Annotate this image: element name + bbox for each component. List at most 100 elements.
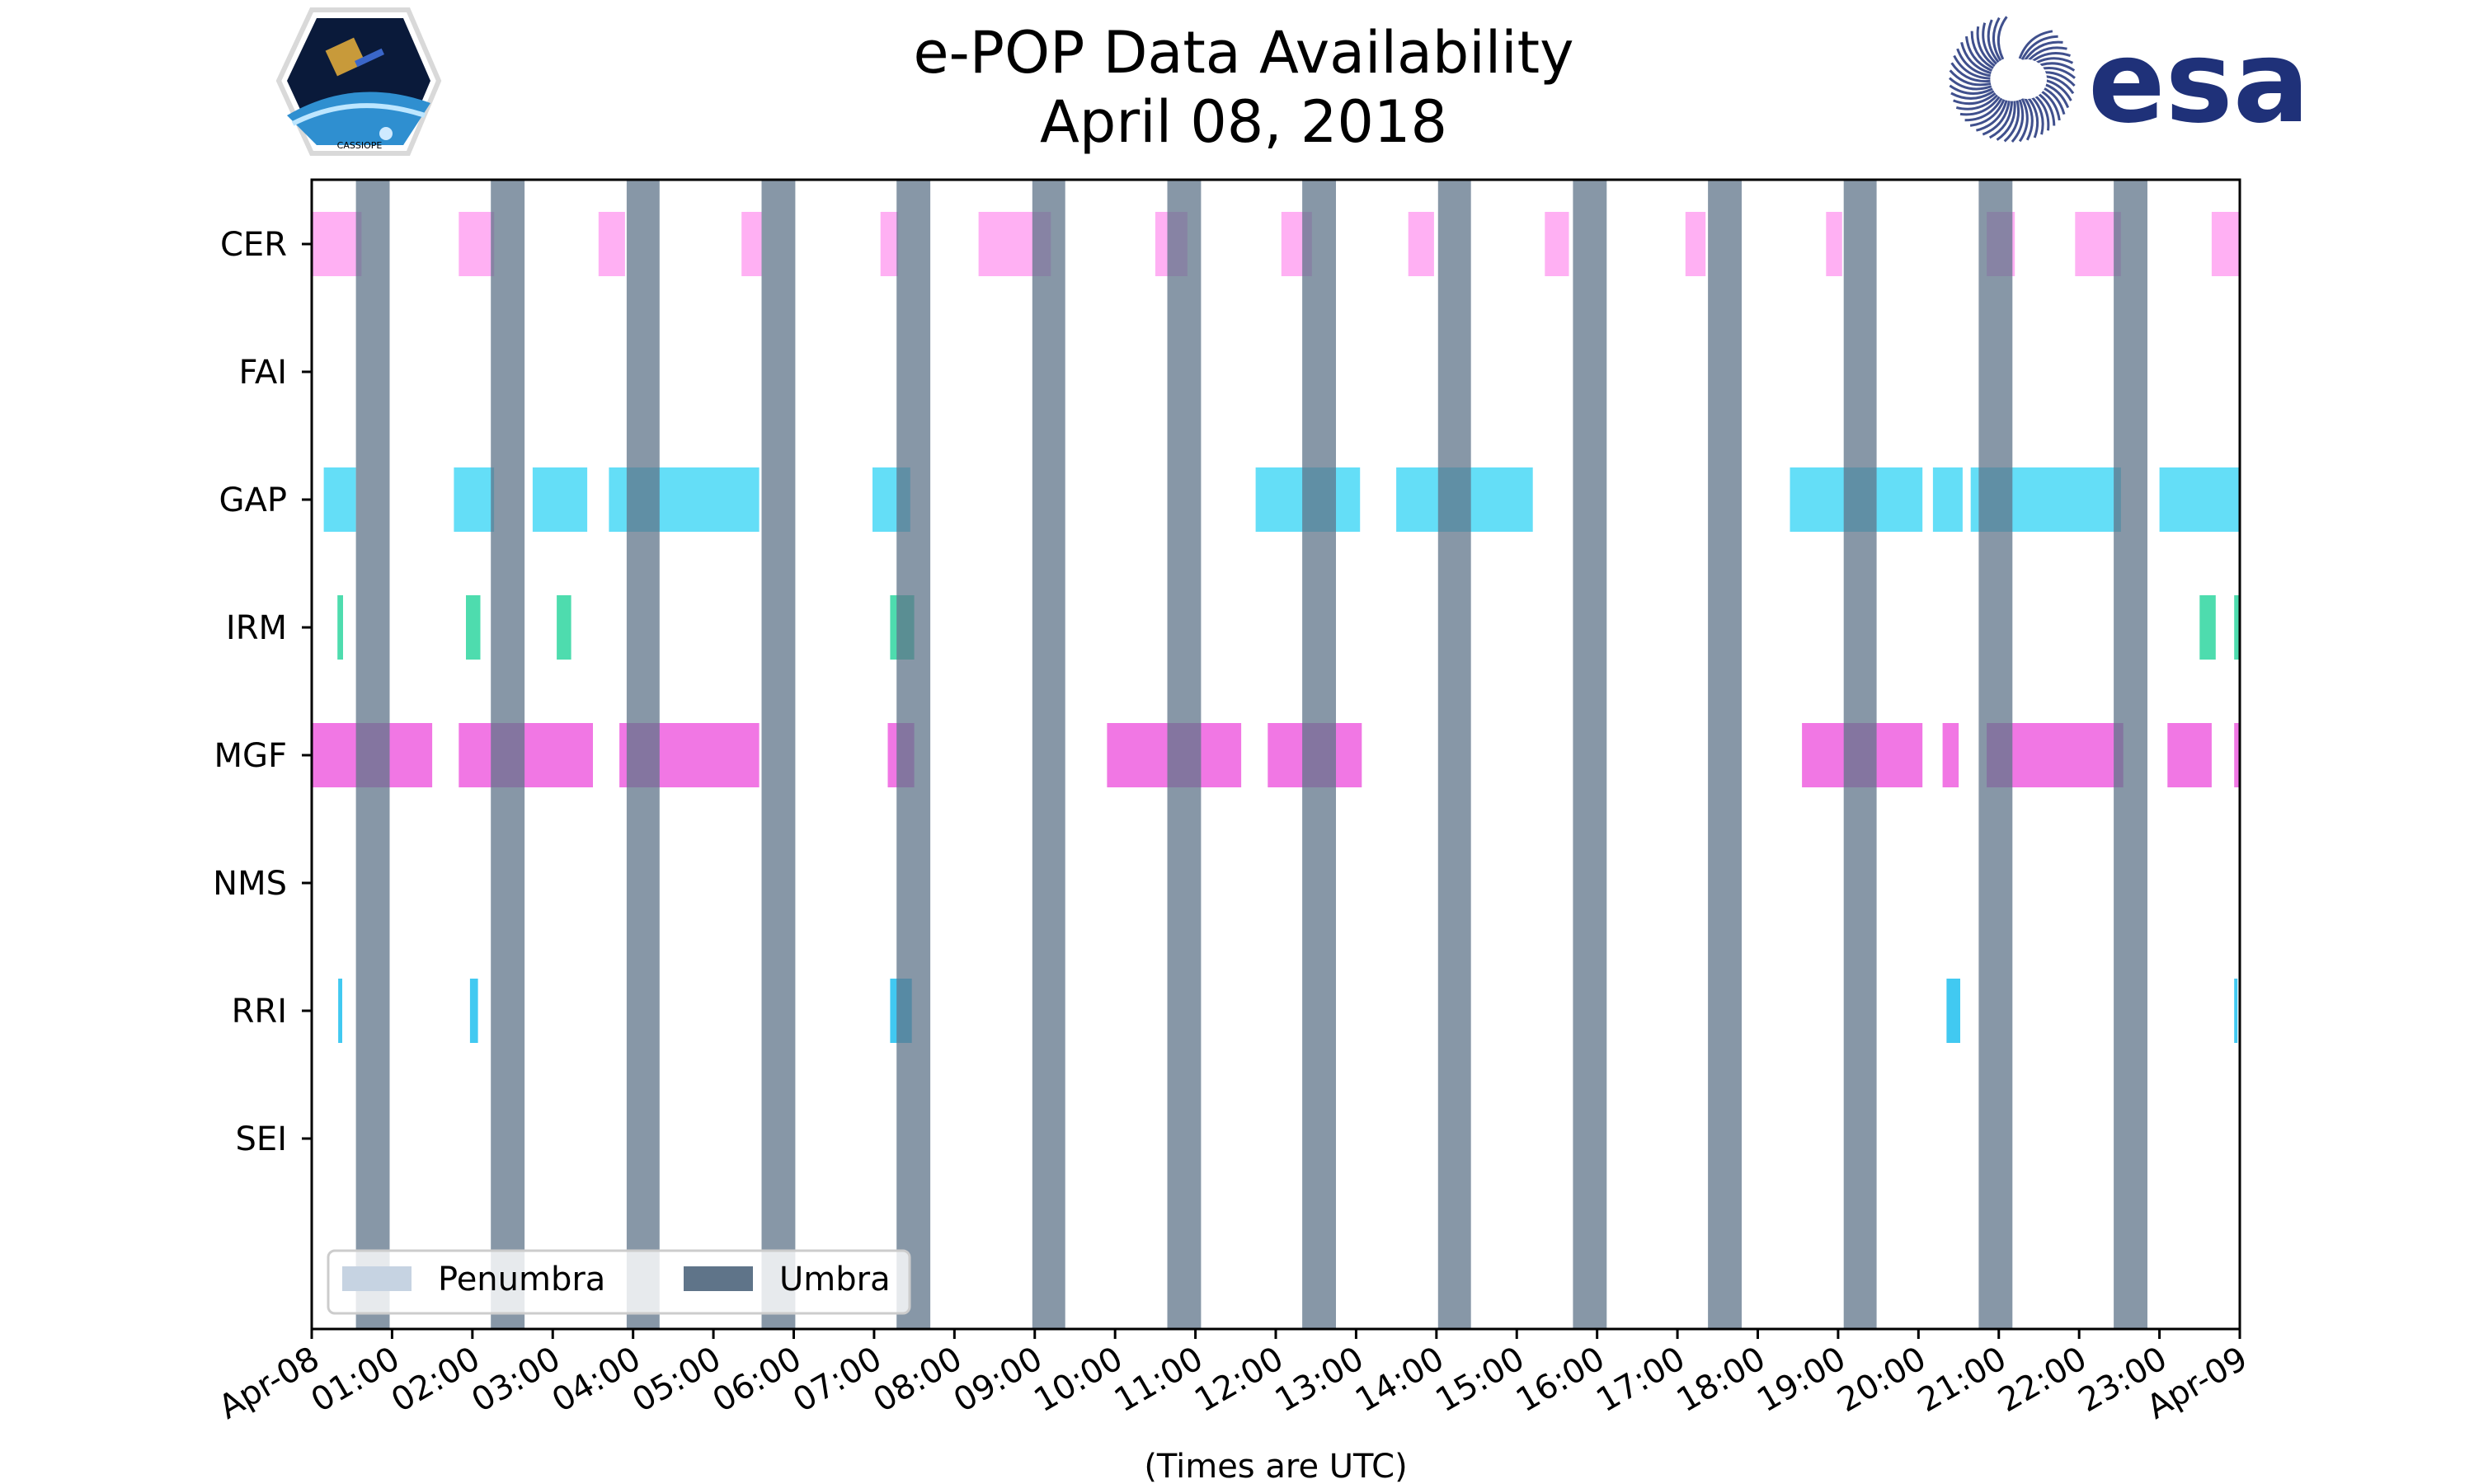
umbra-band-9 — [1573, 180, 1607, 1329]
bar-gap-1 — [454, 467, 495, 532]
umbra-band-3 — [761, 180, 796, 1329]
bar-gap-2 — [532, 467, 588, 532]
bar-rri-3 — [1946, 979, 1960, 1043]
esa-swirl-line — [1948, 77, 1992, 91]
x-tick-label-18: 18:00 — [1671, 1340, 1772, 1420]
umbra-band-7 — [1302, 180, 1336, 1329]
bar-irm-5 — [2234, 595, 2240, 660]
bar-cer-9 — [1545, 212, 1569, 276]
x-tick-label-5: 05:00 — [626, 1340, 727, 1420]
esa-swirl-line — [1949, 69, 1992, 87]
esa-swirl-line — [1956, 48, 1991, 77]
esa-swirl-line — [1965, 35, 1993, 72]
cassiope-logo-text: CASSIOPE — [337, 140, 383, 151]
y-tick-label-irm: IRM — [226, 609, 287, 647]
legend-penumbra-label: Penumbra — [438, 1261, 605, 1298]
y-tick-label-fai: FAI — [239, 354, 288, 392]
y-tick-label-gap: GAP — [219, 481, 287, 519]
y-tick-label-cer: CER — [220, 226, 287, 264]
esa-swirl-line — [2003, 100, 2020, 143]
x-tick-label-15: 15:00 — [1429, 1340, 1531, 1420]
esa-logo: esa — [1948, 16, 2310, 148]
esa-swirl-line — [1950, 62, 1991, 83]
bar-irm-2 — [557, 595, 571, 660]
legend-umbra-label: Umbra — [779, 1261, 891, 1298]
esa-swirl-line — [1997, 16, 2008, 60]
umbra-band-5 — [1032, 180, 1065, 1329]
x-tick-label-6: 06:00 — [707, 1340, 808, 1420]
esa-swirl-line — [1996, 101, 2016, 141]
bar-cer-1 — [459, 212, 495, 276]
umbra-band-10 — [1708, 180, 1742, 1329]
umbra-band-8 — [1437, 180, 1471, 1329]
x-tick-label-16: 16:00 — [1510, 1340, 1611, 1420]
cassiope-logo: CASSIOPE — [275, 7, 442, 156]
x-tick-label-22: 22:00 — [1992, 1340, 2093, 1420]
esa-swirl-line — [1953, 54, 1991, 80]
legend-frame — [327, 1249, 911, 1315]
umbra-band-6 — [1167, 180, 1202, 1329]
esa-swirl-line — [2018, 30, 2053, 59]
x-tick-label-13: 13:00 — [1269, 1340, 1371, 1420]
esa-swirl-line — [1987, 19, 2000, 63]
bar-cer-14 — [2211, 212, 2240, 276]
y-tick-label-sei: SEI — [236, 1120, 287, 1158]
bar-cer-4 — [880, 212, 899, 276]
umbra-band-4 — [896, 180, 931, 1329]
x-tick-label-21: 21:00 — [1912, 1340, 2013, 1420]
plot-area — [312, 180, 2240, 1329]
bar-rri-1 — [469, 979, 478, 1043]
y-tick-label-rri: RRI — [232, 993, 287, 1031]
bar-cer-2 — [598, 212, 625, 276]
umbra-band-13 — [2114, 180, 2147, 1329]
esa-swirl-line — [2025, 95, 2039, 139]
esa-swirl-line — [1964, 97, 2003, 122]
chart-subtitle: April 08, 2018 — [1040, 88, 1447, 156]
bar-rri-4 — [2234, 979, 2238, 1043]
bar-irm-0 — [337, 595, 343, 660]
esa-swirl-line — [1955, 94, 1998, 110]
x-tick-label-11: 11:00 — [1108, 1340, 1210, 1420]
esa-swirl-line — [1960, 41, 1992, 75]
x-tick-label-10: 10:00 — [1028, 1340, 1129, 1420]
esa-swirl-line — [2023, 40, 2063, 62]
esa-swirl-line — [2023, 96, 2034, 141]
esa-swirl-line — [1949, 84, 1993, 95]
umbra-band-0 — [355, 180, 390, 1329]
umbra-band-1 — [491, 180, 525, 1329]
esa-swirl-line — [2018, 98, 2029, 143]
x-tick-label-9: 09:00 — [948, 1340, 1049, 1420]
esa-swirl-line — [1992, 16, 2002, 62]
x-tick-label-12: 12:00 — [1188, 1340, 1290, 1420]
x-tick-label-1: 01:00 — [305, 1340, 407, 1420]
y-tick-label-nms: NMS — [213, 865, 287, 903]
bar-irm-1 — [466, 595, 481, 660]
bar-mgf-10 — [2234, 723, 2240, 787]
esa-swirl-line — [1950, 90, 1995, 100]
esa-swirl-line — [1969, 99, 2006, 127]
x-tick-label-8: 08:00 — [867, 1340, 968, 1420]
x-tick-label-19: 19:00 — [1751, 1340, 1852, 1420]
x-tick-label-2: 02:00 — [385, 1340, 487, 1420]
esa-swirl-line — [2011, 99, 2025, 143]
bar-cer-11 — [1826, 212, 1842, 276]
bar-rri-0 — [338, 979, 342, 1043]
legend: Penumbra Umbra — [327, 1249, 911, 1315]
esa-swirl-line — [1959, 96, 2001, 116]
bar-gap-8 — [1932, 467, 1963, 532]
bar-irm-4 — [2199, 595, 2216, 660]
x-tick-label-0: Apr-08 — [213, 1340, 326, 1427]
esa-swirl-line — [1976, 26, 1996, 68]
umbra-band-11 — [1843, 180, 1877, 1329]
chart-title: e-POP Data Availability — [913, 19, 1573, 87]
bar-gap-0 — [323, 467, 356, 532]
esa-swirl-line — [2020, 35, 2058, 60]
y-axis: CER FAI GAP IRM MGF NMS RRI SEI — [213, 226, 312, 1158]
bar-gap-10 — [2159, 467, 2240, 532]
esa-swirl-line — [1982, 101, 2011, 136]
bar-mgf-1 — [459, 723, 593, 787]
esa-swirl-line — [1976, 100, 2008, 132]
bar-cer-10 — [1685, 212, 1706, 276]
umbra-band-12 — [1978, 180, 2013, 1329]
